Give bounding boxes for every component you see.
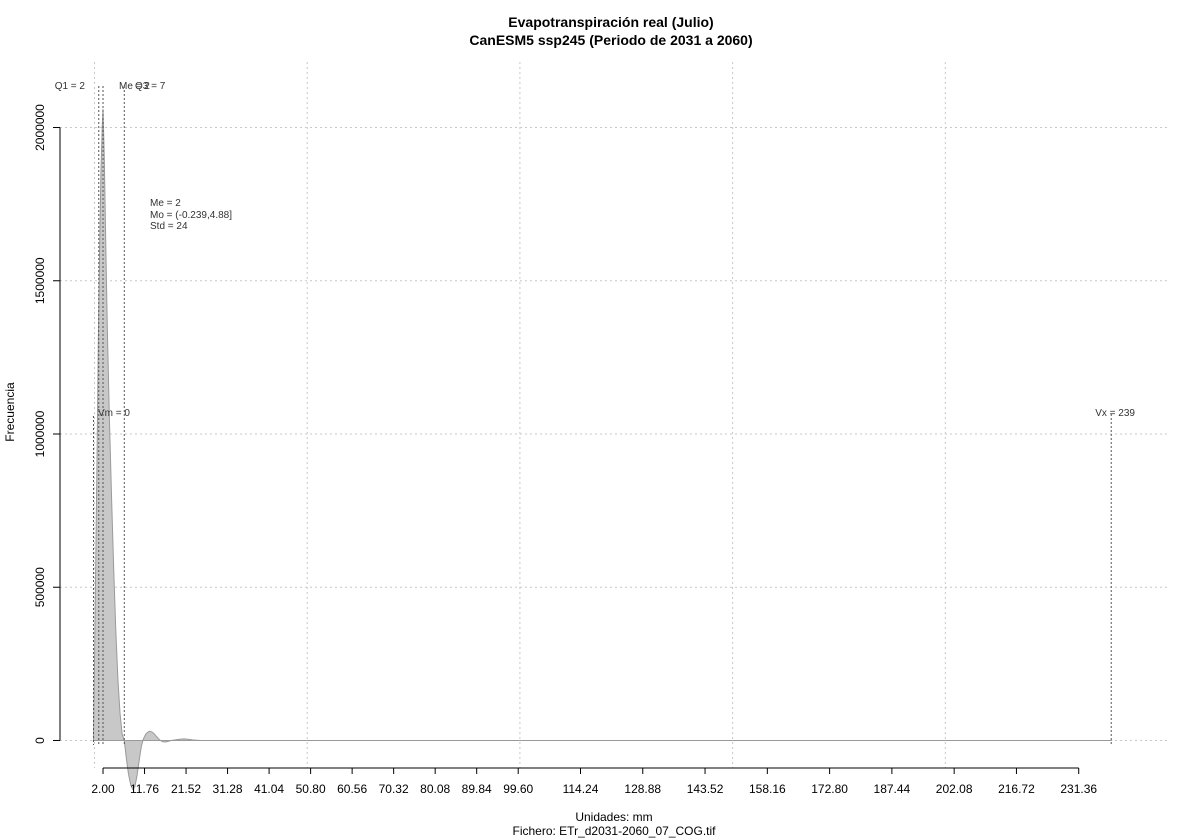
x-tick-label: 50.80	[296, 782, 326, 796]
x-tick-label: 21.52	[171, 782, 201, 796]
x-tick-label: 143.52	[687, 782, 724, 796]
x-tick-label: 60.56	[337, 782, 367, 796]
y-tick-label: 1500000	[33, 257, 47, 304]
frequency-area-path	[92, 109, 1113, 791]
y-axis: 0 500000 1000000 1500000 2000000	[33, 104, 61, 744]
x-tick-label: 216.72	[998, 782, 1035, 796]
frequency-area	[92, 109, 1113, 791]
y-tick-label: 0	[33, 737, 47, 744]
x-tick-label: 231.36	[1060, 782, 1097, 796]
chart-title: Evapotranspiración real (Julio)	[508, 14, 713, 30]
x-tick-label: 80.08	[420, 782, 450, 796]
x-axis-label: Unidades: mm	[575, 810, 652, 824]
ref-line-label: Me = 2	[119, 81, 150, 92]
x-tick-label: 2.00	[91, 782, 115, 796]
x-axis: 2.00 11.76 21.52 31.28 41.04 50.80 60.56 70.32 8…	[91, 767, 1097, 796]
x-tick-label: 158.16	[749, 782, 786, 796]
ref-line-label: Vx = 239	[1095, 408, 1135, 419]
grid	[60, 62, 1170, 768]
ref-line-label: Vm = 0	[98, 408, 130, 419]
ref-line-label: Q3 = 7	[135, 81, 166, 92]
y-tick-label: 1000000	[33, 410, 47, 457]
y-tick-label: 500000	[33, 567, 47, 607]
stat-median: Me = 2	[150, 198, 181, 209]
stat-mode: Mo = (-0.239,4.88]	[150, 210, 232, 221]
stat-std: Std = 24	[150, 221, 188, 232]
reference-lines: Vm = 0Q1 = 2 Me = 2Q3 = 7Vx = 239	[55, 81, 1135, 745]
x-tick-label: 31.28	[213, 782, 243, 796]
x-tick-label: 99.60	[503, 782, 533, 796]
stats-box: Me = 2 Mo = (-0.239,4.88] Std = 24	[150, 198, 232, 232]
x-tick-label: 11.76	[130, 782, 159, 796]
y-axis-label: Frecuencia	[3, 382, 17, 442]
x-tick-label: 89.84	[462, 782, 492, 796]
x-tick-label: 128.88	[624, 782, 661, 796]
y-tick-label: 2000000	[33, 104, 47, 151]
x-tick-label: 41.04	[254, 782, 284, 796]
x-tick-label: 70.32	[379, 782, 409, 796]
ref-line-label: Q1 = 2	[55, 81, 86, 92]
x-tick-label: 172.80	[811, 782, 848, 796]
x-tick-label: 187.44	[874, 782, 911, 796]
x-tick-label: 114.24	[563, 782, 599, 796]
chart-subtitle: CanESM5 ssp245 (Periodo de 2031 a 2060)	[469, 32, 752, 48]
x-tick-label: 202.08	[936, 782, 973, 796]
file-footer: Fichero: ETr_d2031-2060_07_COG.tif	[513, 824, 717, 838]
